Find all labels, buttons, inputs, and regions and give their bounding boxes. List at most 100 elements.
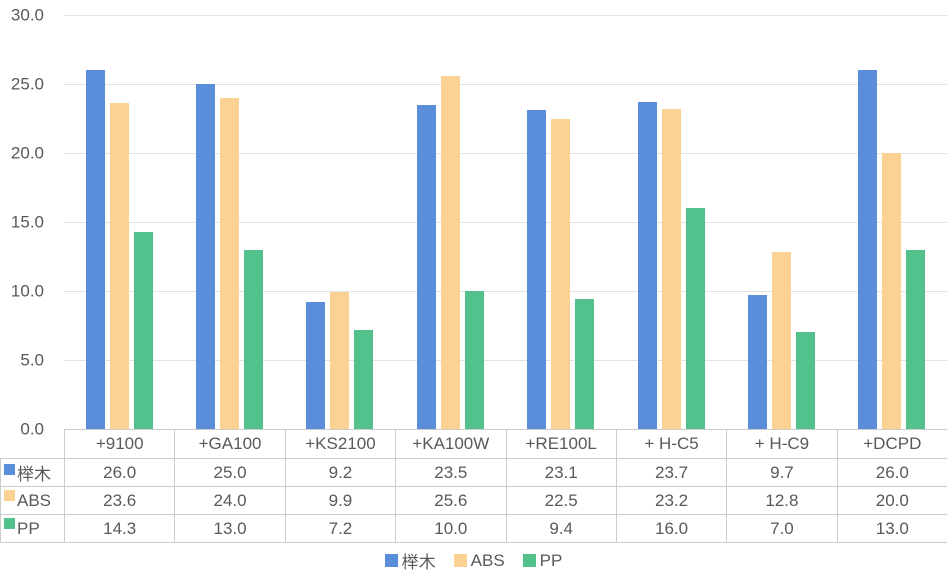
y-tick-label: 10.0 — [10, 281, 44, 301]
gridline — [64, 222, 947, 223]
legend-item-榉木[interactable]: 榉木 — [384, 548, 436, 573]
legend-label: 榉木 — [401, 553, 436, 572]
bar-ABS — [771, 252, 791, 429]
value-cell: 26.0 — [836, 458, 947, 487]
value-cell: 24.0 — [174, 486, 286, 515]
bar-ABS — [330, 292, 350, 429]
column-header: + H-C5 — [615, 429, 728, 459]
bar-PP — [354, 329, 374, 429]
series-name: PP — [17, 519, 40, 538]
value-cell: 23.5 — [395, 458, 507, 487]
data-table: +9100 +GA100 +KS2100 +KA100W +RE100L + H-C5 + … — [0, 429, 947, 543]
bar-榉木 — [527, 110, 547, 429]
series-swatch-icon — [4, 490, 15, 501]
table-row: 榉木 26.0 25.0 9.2 23.5 23.1 23.7 9.7 26.0 — [0, 458, 947, 487]
bar-榉木 — [196, 84, 216, 429]
legend-label: ABS — [470, 550, 505, 570]
column-header: +GA100 — [174, 429, 286, 459]
gridline — [64, 153, 947, 154]
value-cell: 22.5 — [505, 486, 617, 515]
legend-label: PP — [539, 550, 563, 570]
series-name: ABS — [17, 491, 52, 510]
bar-榉木 — [306, 302, 326, 429]
value-cell: 7.2 — [284, 514, 397, 543]
y-tick-label: 25.0 — [10, 74, 44, 94]
bar-榉木 — [85, 70, 105, 429]
series-swatch-icon — [4, 464, 15, 475]
row-header: 榉木 — [0, 458, 65, 487]
legend-swatch-icon — [453, 554, 467, 567]
bar-group — [506, 15, 616, 429]
plot-area — [64, 15, 947, 429]
bar-group — [395, 15, 505, 429]
bar-榉木 — [416, 104, 436, 429]
row-header: PP — [0, 514, 65, 543]
bar-group — [285, 15, 395, 429]
bar-PP — [685, 208, 705, 429]
value-cell: 26.0 — [63, 458, 176, 487]
bar-PP — [133, 231, 153, 429]
value-cell: 9.2 — [284, 458, 397, 487]
value-cell: 10.0 — [395, 514, 507, 543]
bar-榉木 — [858, 70, 878, 429]
y-axis: 0.0 5.0 10.0 15.0 20.0 25.0 30.0 — [0, 7, 48, 438]
value-cell: 20.0 — [836, 486, 947, 515]
bar-榉木 — [637, 101, 657, 429]
bar-PP — [464, 291, 484, 429]
bar-ABS — [661, 108, 681, 429]
y-tick-label: 5.0 — [20, 350, 44, 370]
bar-PP — [795, 332, 815, 429]
value-cell: 25.0 — [174, 458, 286, 487]
column-header: +DCPD — [836, 429, 947, 459]
value-cell: 25.6 — [395, 486, 507, 515]
column-header: + H-C9 — [726, 429, 838, 459]
table-row: ABS 23.6 24.0 9.9 25.6 22.5 23.2 12.8 20.0 — [0, 486, 947, 515]
bar-榉木 — [747, 295, 767, 429]
value-cell: 9.7 — [726, 458, 838, 487]
bar-groups — [64, 15, 947, 429]
value-cell: 23.2 — [615, 486, 728, 515]
series-swatch-icon — [4, 518, 15, 529]
value-cell: 7.0 — [726, 514, 838, 543]
y-tick-label: 30.0 — [10, 5, 44, 25]
y-tick-label: 15.0 — [10, 212, 44, 232]
row-header: ABS — [0, 486, 65, 515]
bar-ABS — [882, 153, 902, 429]
bar-group — [616, 15, 726, 429]
bar-ABS — [440, 75, 460, 429]
legend: 榉木 ABS PP — [0, 548, 947, 573]
y-tick-label: 20.0 — [10, 143, 44, 163]
bar-PP — [244, 249, 264, 429]
gridline — [64, 291, 947, 292]
value-cell: 12.8 — [726, 486, 838, 515]
gridline — [64, 84, 947, 85]
legend-swatch-icon — [522, 554, 536, 567]
column-header: +KA100W — [395, 429, 507, 459]
legend-item-ABS[interactable]: ABS — [453, 550, 505, 571]
table-row: PP 14.3 13.0 7.2 10.0 9.4 16.0 7.0 13.0 — [0, 514, 947, 543]
bar-group — [174, 15, 284, 429]
bar-group — [837, 15, 947, 429]
value-cell: 23.7 — [615, 458, 728, 487]
series-name: 榉木 — [17, 465, 51, 484]
column-header: +RE100L — [505, 429, 617, 459]
value-cell: 13.0 — [836, 514, 947, 543]
gridline — [64, 360, 947, 361]
table-corner-cell — [0, 429, 65, 459]
value-cell: 23.6 — [63, 486, 176, 515]
value-cell: 9.9 — [284, 486, 397, 515]
bar-ABS — [220, 97, 240, 429]
bar-PP — [906, 249, 926, 429]
bar-group — [64, 15, 174, 429]
gridline — [64, 15, 947, 16]
value-cell: 23.1 — [505, 458, 617, 487]
value-cell: 14.3 — [63, 514, 176, 543]
bar-ABS — [551, 118, 571, 429]
table-header-row: +9100 +GA100 +KS2100 +KA100W +RE100L + H-C5 + … — [0, 429, 947, 459]
bar-PP — [575, 299, 595, 429]
value-cell: 13.0 — [174, 514, 286, 543]
legend-item-PP[interactable]: PP — [522, 550, 563, 571]
column-header: +KS2100 — [284, 429, 397, 459]
bar-ABS — [109, 103, 129, 429]
column-header: +9100 — [63, 429, 176, 459]
